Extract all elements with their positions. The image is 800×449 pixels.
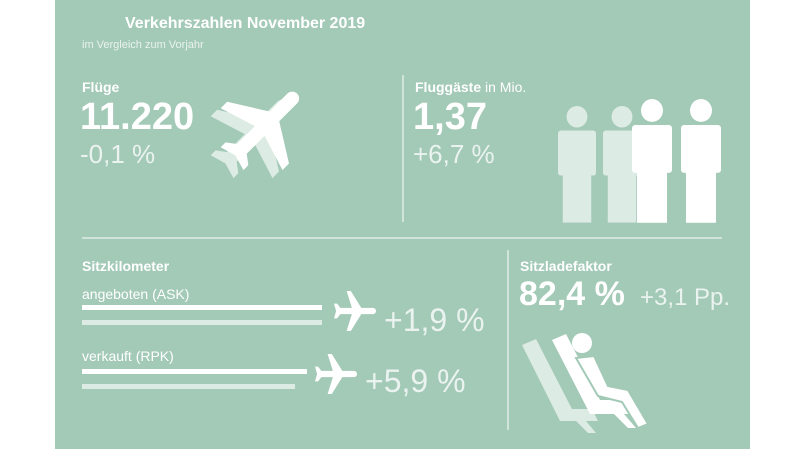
flights-label: Flüge <box>82 79 120 95</box>
rpk-label: verkauft (RPK) <box>82 348 174 364</box>
load-factor-value: 82,4 % <box>519 275 625 313</box>
passengers-heading: Fluggäste in Mio. <box>415 79 526 95</box>
load-factor-change: +3,1 Pp. <box>640 284 730 311</box>
ask-bar-prev <box>82 320 322 325</box>
seat-km-label: Sitzkilometer <box>82 258 170 274</box>
flights-value: 11.220 <box>80 96 194 138</box>
passengers-change: +6,7 % <box>413 139 495 169</box>
rpk-change: +5,9 % <box>365 363 466 399</box>
ask-label: angeboten (ASK) <box>82 286 189 302</box>
title: Verkehrszahlen November 2019 <box>125 15 365 32</box>
ask-change: +1,9 % <box>384 302 485 338</box>
seat-icon <box>522 333 650 433</box>
passengers-value: 1,37 <box>413 96 487 138</box>
load-factor-label: Sitzladefaktor <box>520 258 612 274</box>
rpk-bar-prev <box>82 384 295 389</box>
passengers-label: Fluggäste <box>415 79 481 95</box>
rpk-bar <box>82 369 307 374</box>
passengers-unit: in Mio. <box>485 79 526 95</box>
ask-bar <box>82 305 322 310</box>
subtitle: im Vergleich zum Vorjahr <box>82 39 204 51</box>
flights-change: -0,1 % <box>80 139 155 169</box>
panel <box>55 0 750 449</box>
